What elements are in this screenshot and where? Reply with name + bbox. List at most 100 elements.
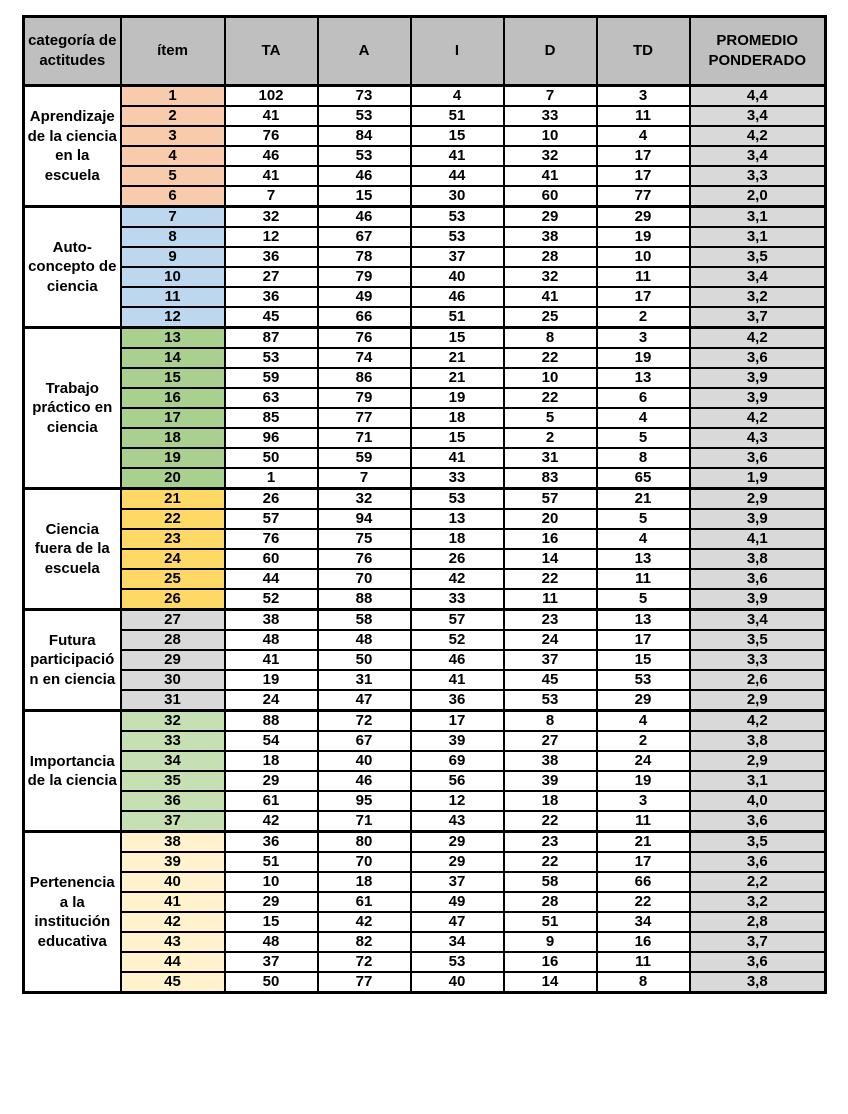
a-value-cell: 46 (316, 205, 412, 228)
table-row: 16 63 79 19 22 6 3,9 (24, 387, 827, 409)
col-header-promedio: PROMEDIO PONDERADO (688, 15, 827, 87)
table-row: 8 12 67 53 38 19 3,1 (24, 226, 827, 248)
item-cell: 44 (119, 951, 226, 973)
i-value-cell: 18 (409, 528, 505, 550)
table-row: Futura participación en ciencia 27 38 58 57 2… (22, 608, 827, 712)
table-row: 19 50 59 41 31 8 3,6 (24, 447, 827, 469)
ta-value-cell: 44 (223, 568, 319, 590)
td-value-cell: 65 (595, 467, 691, 490)
d-value-cell: 31 (502, 447, 598, 469)
d-value-cell: 16 (502, 528, 598, 550)
table-row: 20 1 7 33 83 65 1,9 (24, 467, 827, 490)
promedio-cell: 3,6 (688, 851, 827, 873)
d-value-cell: 23 (502, 830, 598, 853)
td-value-cell: 11 (595, 266, 691, 288)
d-value-cell: 32 (502, 266, 598, 288)
ta-value-cell: 12 (223, 226, 319, 248)
promedio-cell: 3,1 (688, 770, 827, 792)
td-value-cell: 17 (595, 165, 691, 187)
promedio-cell: 3,1 (688, 205, 827, 228)
ta-value-cell: 87 (223, 326, 319, 349)
td-value-cell: 11 (595, 951, 691, 973)
item-cell: 15 (119, 367, 226, 389)
i-value-cell: 18 (409, 407, 505, 429)
table-row: 11 36 49 46 41 17 3,2 (24, 286, 827, 308)
i-value-cell: 57 (409, 608, 505, 631)
promedio-cell: 3,5 (688, 629, 827, 651)
a-value-cell: 84 (316, 125, 412, 147)
i-value-cell: 21 (409, 347, 505, 369)
ta-value-cell: 50 (223, 971, 319, 994)
a-value-cell: 94 (316, 508, 412, 530)
table-row: 36 61 95 12 18 3 4,0 (24, 790, 827, 812)
td-value-cell: 29 (595, 205, 691, 228)
i-value-cell: 33 (409, 467, 505, 490)
category-cell: Futura participación en ciencia (22, 608, 122, 712)
promedio-cell: 3,4 (688, 608, 827, 631)
a-value-cell: 50 (316, 649, 412, 671)
table-row: 33 54 67 39 27 2 3,8 (24, 730, 827, 752)
d-value-cell: 16 (502, 951, 598, 973)
td-value-cell: 13 (595, 548, 691, 570)
td-value-cell: 11 (595, 810, 691, 833)
promedio-cell: 3,6 (688, 347, 827, 369)
i-value-cell: 13 (409, 508, 505, 530)
item-cell: 29 (119, 649, 226, 671)
a-value-cell: 72 (316, 951, 412, 973)
td-value-cell: 17 (595, 286, 691, 308)
promedio-cell: 3,6 (688, 951, 827, 973)
ta-value-cell: 85 (223, 407, 319, 429)
ta-value-cell: 32 (223, 205, 319, 228)
ta-value-cell: 50 (223, 447, 319, 469)
td-value-cell: 10 (595, 246, 691, 268)
item-cell: 9 (119, 246, 226, 268)
ta-value-cell: 29 (223, 891, 319, 913)
ta-value-cell: 24 (223, 689, 319, 712)
header-row: categoría de actitudes ítem TA A I D TD … (22, 15, 827, 87)
a-value-cell: 67 (316, 226, 412, 248)
i-value-cell: 49 (409, 891, 505, 913)
d-value-cell: 22 (502, 810, 598, 833)
ta-value-cell: 54 (223, 730, 319, 752)
d-value-cell: 22 (502, 851, 598, 873)
item-cell: 34 (119, 750, 226, 772)
a-value-cell: 42 (316, 911, 412, 933)
category-cell: Aprendizaje de la ciencia en la escuela (22, 84, 122, 208)
a-value-cell: 77 (316, 407, 412, 429)
d-value-cell: 41 (502, 165, 598, 187)
td-value-cell: 34 (595, 911, 691, 933)
a-value-cell: 18 (316, 871, 412, 893)
td-value-cell: 22 (595, 891, 691, 913)
d-value-cell: 28 (502, 891, 598, 913)
col-header-item: ítem (119, 15, 226, 87)
a-value-cell: 86 (316, 367, 412, 389)
d-value-cell: 38 (502, 750, 598, 772)
i-value-cell: 15 (409, 427, 505, 449)
i-value-cell: 53 (409, 951, 505, 973)
td-value-cell: 17 (595, 145, 691, 167)
d-value-cell: 32 (502, 145, 598, 167)
td-value-cell: 8 (595, 971, 691, 994)
promedio-cell: 3,6 (688, 447, 827, 469)
a-value-cell: 76 (316, 326, 412, 349)
table-row: 4 46 53 41 32 17 3,4 (24, 145, 827, 167)
i-value-cell: 40 (409, 971, 505, 994)
item-cell: 40 (119, 871, 226, 893)
i-value-cell: 15 (409, 326, 505, 349)
ta-value-cell: 88 (223, 709, 319, 732)
ta-value-cell: 15 (223, 911, 319, 933)
promedio-cell: 3,6 (688, 568, 827, 590)
i-value-cell: 19 (409, 387, 505, 409)
item-cell: 32 (119, 709, 226, 732)
td-value-cell: 6 (595, 387, 691, 409)
i-value-cell: 41 (409, 669, 505, 691)
d-value-cell: 38 (502, 226, 598, 248)
d-value-cell: 9 (502, 931, 598, 953)
a-value-cell: 80 (316, 830, 412, 853)
item-cell: 14 (119, 347, 226, 369)
ta-value-cell: 45 (223, 306, 319, 329)
ta-value-cell: 37 (223, 951, 319, 973)
promedio-cell: 3,8 (688, 730, 827, 752)
ta-value-cell: 36 (223, 246, 319, 268)
a-value-cell: 61 (316, 891, 412, 913)
